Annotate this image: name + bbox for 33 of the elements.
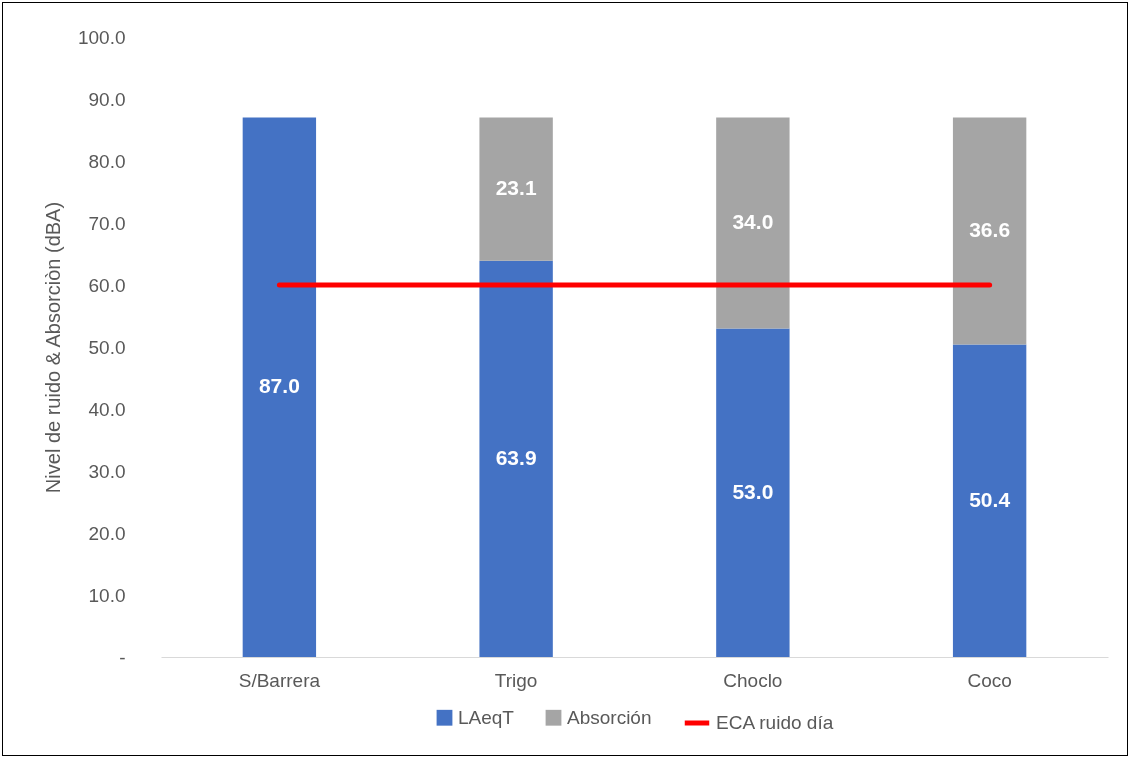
legend-label: LAeqT bbox=[458, 706, 515, 728]
y-tick-label: 70.0 bbox=[88, 212, 126, 234]
legend-label: Absorción bbox=[567, 706, 652, 728]
y-tick-label: 30.0 bbox=[88, 460, 126, 482]
y-tick-label: 100.0 bbox=[77, 26, 126, 48]
data-label: 87.0 bbox=[258, 374, 300, 398]
data-label: 23.1 bbox=[495, 176, 537, 200]
y-tick-label: - bbox=[119, 646, 126, 668]
bar bbox=[242, 117, 317, 657]
bar bbox=[952, 117, 1027, 345]
y-axis-title: Nivel de ruido & Absorciòn (dBA) bbox=[41, 201, 64, 494]
legend-label: ECA ruido día bbox=[716, 712, 834, 733]
x-tick-label: Coco bbox=[967, 669, 1012, 691]
bar bbox=[479, 117, 553, 261]
data-label: 63.9 bbox=[495, 445, 537, 469]
bar bbox=[952, 344, 1027, 657]
y-tick-label: 90.0 bbox=[88, 88, 126, 110]
y-tick-label: 60.0 bbox=[88, 274, 126, 296]
data-label: 50.4 bbox=[969, 487, 1011, 511]
bar bbox=[716, 117, 790, 329]
y-tick-label: 50.0 bbox=[88, 336, 126, 358]
data-label: 36.6 bbox=[969, 218, 1011, 242]
y-tick-label: 40.0 bbox=[88, 398, 126, 420]
data-label: 34.0 bbox=[732, 210, 774, 233]
y-tick-label: 10.0 bbox=[88, 584, 126, 606]
bar bbox=[479, 260, 553, 657]
x-tick-label: Trigo bbox=[494, 669, 538, 691]
data-label: 53.0 bbox=[732, 479, 774, 503]
y-tick-label: 20.0 bbox=[88, 522, 126, 544]
x-tick-label: S/Barrera bbox=[238, 669, 321, 691]
y-tick-label: 80.0 bbox=[88, 150, 126, 172]
x-tick-label: Choclo bbox=[723, 669, 783, 691]
bar bbox=[716, 328, 790, 657]
